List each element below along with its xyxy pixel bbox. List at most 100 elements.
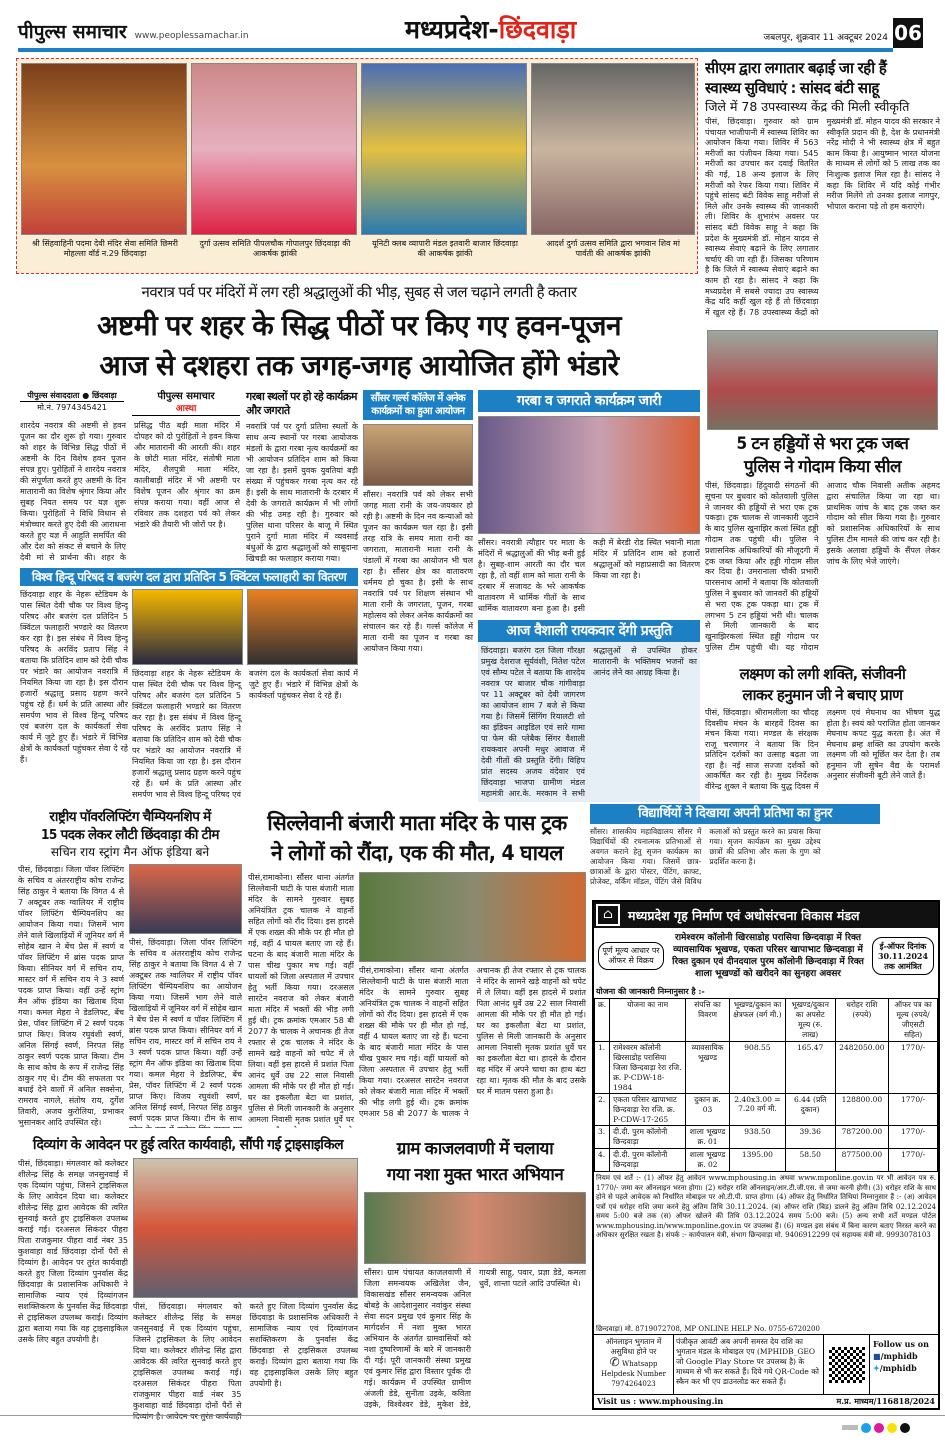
accident-photo xyxy=(359,872,586,962)
table-cell: रामेश्वरम कॉलोनी खिरसाडोह परासिया जिला छ… xyxy=(609,1041,687,1094)
powerlifting-subhead: सचिन राय स्ट्रांग मैन ऑफ इंडिया बने xyxy=(50,845,210,859)
lead-area: नवरात्र पर्व पर मंदिरों में लग रही श्रद्… xyxy=(18,282,700,802)
facebook-handle[interactable]: /mphidb xyxy=(880,1351,918,1361)
table-cell: 938.50 xyxy=(728,1125,786,1149)
ad-website[interactable]: Visit us : www.mphousing.in xyxy=(597,1396,724,1406)
photo-durga-1 xyxy=(21,63,187,235)
vhp-right: छिंदवाड़ा शहर के नेहरू स्टेडियम के पास स… xyxy=(132,589,358,802)
table-header: धरोहर राशि (रुपये) xyxy=(834,998,890,1042)
ramlila-headline: लक्ष्मण को लगी शक्ति, संजीवनी लाकर हनुमान… xyxy=(705,664,940,706)
table-cell: 1395.00 xyxy=(728,1148,786,1172)
vaishali-body: छिंदवाड़ा। बजरंग दल जिला गौरक्षा प्रमुख … xyxy=(481,646,697,798)
health-headline-line2: स्वास्थ्य सुविधाएं : सांसद बंटी साहू xyxy=(705,79,879,97)
page-number: 06 xyxy=(893,18,923,48)
social-links: Follow us on ■/mphidb ✦/mphidb xyxy=(870,1335,938,1394)
photo-caption: आदर्श दुर्गा उत्सव समिति द्वारा भगवान शि… xyxy=(546,239,680,258)
silvani-body-cont: पीसं,रामाकोना। सौंसर थाना अंतर्गत सिल्ले… xyxy=(359,966,586,1118)
vhp-photo-1 xyxy=(132,589,243,665)
table-row: 1. रामेश्वरम कॉलोनी खिरसाडोह परासिया जिला… xyxy=(594,1041,938,1094)
table-cell: शाला भूखण्ड क्र. 01 xyxy=(685,1125,730,1149)
table-row: 3. दी.दी. पुरम कॉलोनी छिन्दवाड़ा शाला भूखण… xyxy=(594,1125,938,1149)
table-cell: दुकान क्र. 03 xyxy=(685,1093,730,1126)
silvani-body: पीसं,रामाकोना। सौंसर थाना अंतर्गत सिल्ले… xyxy=(248,873,354,1128)
powerlifting-right: पीसं, छिंदवाड़ा। जिला पॉवर लिफ्टिंग के स… xyxy=(129,864,242,1128)
powerlifting-headline: राष्ट्रीय पॉवरलिफ्टिंग चैम्पियनशिप में 15… xyxy=(18,808,242,844)
ad-footer-box: ऑनलाइन भुगतान में असुविधा होने पर ✆ Whats… xyxy=(594,1335,938,1395)
vaishali-story: आज वैशाली रायकवार देंगी प्रस्तुति छिंदवा… xyxy=(478,620,700,802)
vhp-story: विश्व हिन्दू परिषद व बजरंग दल द्वारा प्र… xyxy=(20,568,358,802)
health-headline-line1: सीएम द्वारा लगातार बढ़ाई जा रही हैं xyxy=(705,59,887,77)
table-row: 2. एकता परिसर खापाभाट छिन्दवाड़ा रेरा रजि… xyxy=(594,1093,938,1126)
whatsapp-icon: ✆ xyxy=(609,1355,620,1369)
table-header: संपत्ति का विवरण xyxy=(685,998,730,1042)
truck-photo xyxy=(707,330,938,430)
table-cell: 2. xyxy=(594,1093,611,1126)
table-cell: 4. xyxy=(594,1148,611,1172)
table-cell: 2482050.00 xyxy=(834,1041,890,1094)
garba-photo xyxy=(478,416,700,534)
tricycle-body: पीसं, छिंदवाड़ा। मंगलवार को कलेक्टर शीले… xyxy=(18,1159,128,1344)
logo-box-text: पीपुल्स समाचार xyxy=(157,391,215,402)
twitter-icon: ✦ xyxy=(873,1363,880,1373)
nasha-mukt-headline-line1: ग्राम काजलवाणी में चलाया xyxy=(396,1139,554,1159)
awareness-photo xyxy=(364,1192,586,1264)
ad-left-badge: पूर्ण मूल्य आधार पर ऑफर से विक्रय xyxy=(598,942,664,970)
right-column: सीएम द्वारा लगातार बढ़ाई जा रही हैं स्वास… xyxy=(705,58,940,800)
photo-caption: दुर्गा उत्सव समिति पीपलचौक गोपालपुर छिंद… xyxy=(199,239,351,258)
facebook-icon: ■ xyxy=(873,1351,881,1361)
table-header: भूखण्ड/दुकान का क्षेत्रफल (वर्ग मी.) xyxy=(728,998,786,1042)
section-title: मध्यप्रदेश-छिंदवाड़ा xyxy=(405,12,576,46)
powerlifting-headline-line2: 15 पदक लेकर लौटी छिंदवाड़ा की टीम xyxy=(40,827,220,843)
photo-caption: यूनिटी क्लब व्यापारी मंडल इतवारी बाजार छ… xyxy=(372,239,518,258)
table-cell: 1770/- xyxy=(888,1148,938,1172)
powerlifting-headline-line1: राष्ट्रीय पॉवरलिफ्टिंग चैम्पियनशिप में xyxy=(49,809,211,825)
qr-code[interactable] xyxy=(824,1335,870,1394)
silvani-headline-line2: ने लोगों को रौंदा, एक की मौत, 4 घायल xyxy=(271,841,563,865)
vaishali-title: आज वैशाली रायकवार देंगी प्रस्तुति xyxy=(478,620,700,642)
table-cell: 6.44 (प्रति दुकान) xyxy=(784,1093,836,1126)
aastha-logo-box: पीपुल्स समाचार आस्था xyxy=(132,390,240,416)
silvani-content: पीसं,रामाकोना। सौंसर थाना अंतर्गत सिल्ले… xyxy=(248,872,586,1128)
ad-bottom-line: Visit us : www.mphousing.in म.प्र. माध्यम… xyxy=(594,1395,938,1408)
bones-headline: 5 टन हड्डियों से भरा ट्रक जब्त पुलिस ने ग… xyxy=(705,433,940,479)
table-cell: 1770/- xyxy=(888,1125,938,1149)
website-link[interactable]: www.peoplessamachar.in xyxy=(134,31,249,41)
section-city: छिंदवाड़ा xyxy=(498,15,577,44)
table-header: भूखण्ड/दुकान का अपसेट मूल्य (रु. लाख) xyxy=(784,998,836,1042)
garba-title: गरबा व जगराते कार्यक्रम जारी xyxy=(478,390,700,412)
table-cell: 3. xyxy=(594,1125,611,1149)
photo-caption: श्री सिंहवाहिनी पदमा देवी मंदिर सेवा समि… xyxy=(31,239,179,258)
lead-headline: अष्टमी पर शहर के सिद्ध पीठों पर किए गए ह… xyxy=(18,306,700,386)
powerlifting-story: राष्ट्रीय पॉवरलिफ्टिंग चैम्पियनशिप में 15… xyxy=(18,808,242,1128)
ramlila-headline-line2: लाकर हनुमान जी ने बचाए प्राण xyxy=(742,686,903,704)
photo-durga-3 xyxy=(361,63,527,235)
follow-label: Follow us on xyxy=(873,1339,929,1349)
nasha-mukt-headline: ग्राम काजलवाणी में चलाया गया नशा मुक्त भा… xyxy=(364,1136,586,1188)
ramlila-body: पीसं, छिंदवाड़ा। श्रीरामलीला का चौदह दिव… xyxy=(705,708,940,791)
table-row: 4. दी.दी. पुरम कॉलोनी छिन्दवाड़ा शाला भूखण… xyxy=(594,1148,938,1172)
silvani-accident-story: सिल्लेवानी बंजारी माता मंदिर के पास ट्रक… xyxy=(248,808,586,1128)
masthead-brand: पीपुल्स समाचार www.peoplessamachar.in xyxy=(18,18,398,44)
lead-grid: पीपुल्स संवाददाता ● छिंदवाड़ा मो.नं. 797… xyxy=(18,390,700,802)
powerlifting-body: पीसं, छिंदवाड़ा। जिला पॉवर लिफ्टिंग के स… xyxy=(18,865,124,1127)
team-photo xyxy=(129,864,242,934)
students-story: विद्यार्थियों ने दिखाया अपनी प्रतिभा का … xyxy=(590,804,940,894)
tricycle-right: पीसं, छिंदवाड़ा। मंगलवार को कलेक्टर शीले… xyxy=(133,1158,358,1426)
ad-reference: म.प्र. माध्यम/116818/2024 xyxy=(836,1396,936,1406)
vhp-title: विश्व हिन्दू परिषद व बजरंग दल द्वारा प्र… xyxy=(20,568,358,586)
nasha-mukt-story: ग्राम काजलवाणी में चलाया गया नशा मुक्त भा… xyxy=(364,1136,586,1426)
table-header: योजना का नाम xyxy=(609,998,687,1042)
twitter-handle[interactable]: /mphidb xyxy=(879,1363,917,1373)
vhp-body-cont: छिंदवाड़ा शहर के नेहरू स्टेडियम के पास स… xyxy=(132,669,358,799)
logo-tag: आस्था xyxy=(175,404,197,414)
table-cell: 787200.00 xyxy=(834,1125,890,1149)
silvani-headline: सिल्लेवानी बंजारी माता मंदिर के पास ट्रक… xyxy=(248,808,586,868)
college-photo xyxy=(363,424,473,486)
ad-table-wrap: क्र. योजना का नाम संपत्ति का विवरण भूखण्ड/द… xyxy=(594,998,938,1172)
sausar-college-title: सौंसर गर्ल्स कॉलेज में अनेक कार्यक्रमों … xyxy=(363,390,473,420)
powerlifting-body-cont: पीसं, छिंदवाड़ा। जिला पॉवर लिफ्टिंग के स… xyxy=(129,938,242,1128)
table-cell: 1770/- xyxy=(888,1093,938,1126)
tricycle-body-cont: पीसं, छिंदवाड़ा। मंगलवार को कलेक्टर शीले… xyxy=(133,1302,358,1421)
byline-block: पीपुल्स संवाददाता ● छिंदवाड़ा मो.नं. 797… xyxy=(20,390,124,413)
ad-right-badge: ई-ऑफर दिनांक 30.11.2024 तक आमंत्रित xyxy=(872,937,934,975)
